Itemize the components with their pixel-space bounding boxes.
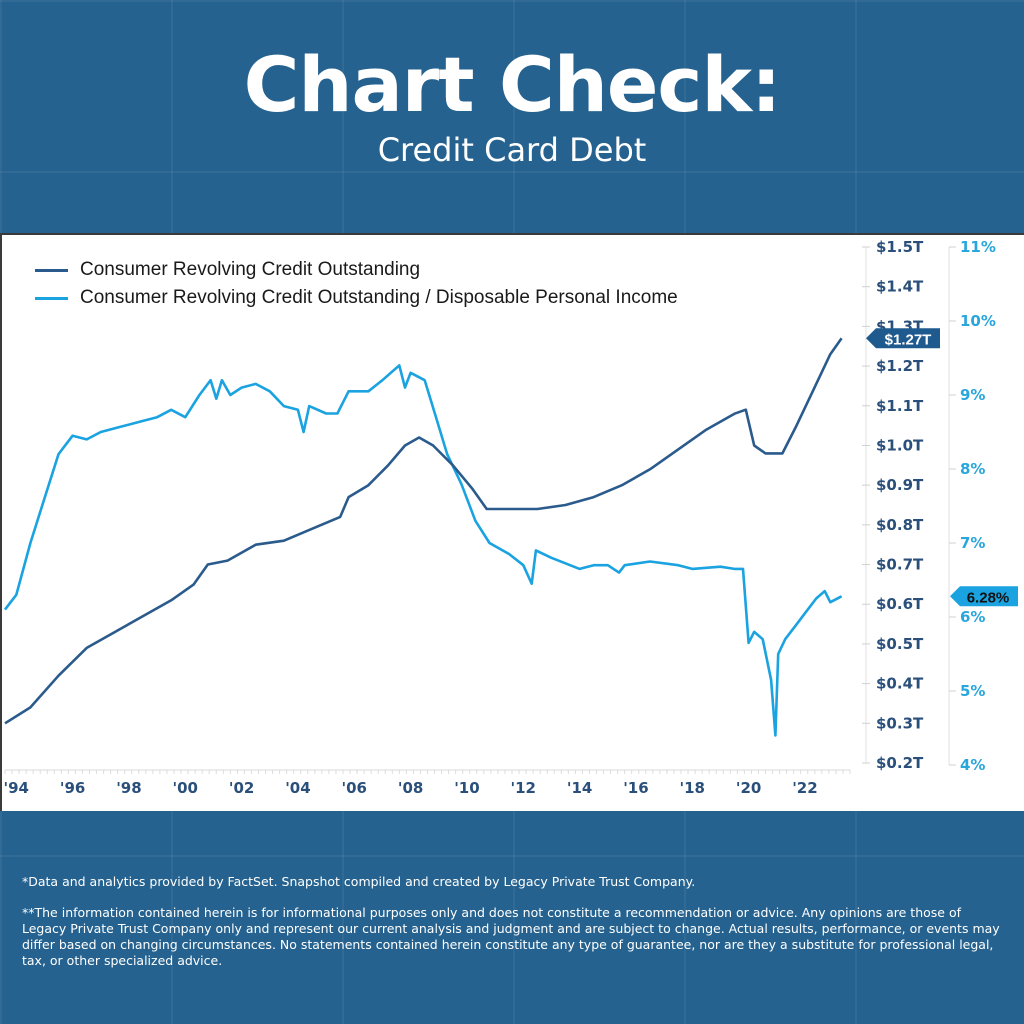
- series-lines: [3, 337, 843, 737]
- right-y-tick-label: 9%: [960, 386, 985, 404]
- right-y-tick-label: 4%: [960, 756, 985, 774]
- legend-item-ratio: Consumer Revolving Credit Outstanding / …: [35, 284, 678, 312]
- x-tick-label: '08: [398, 779, 423, 797]
- right-y-tick-label: 10%: [960, 312, 996, 330]
- right-y-tick-label: 7%: [960, 534, 985, 552]
- x-tick-label: '96: [60, 779, 85, 797]
- chart-panel: [0, 233, 1024, 811]
- series-line-ratio: [3, 364, 843, 737]
- x-tick-label: '00: [173, 779, 198, 797]
- left-y-tick-label: $1.2T: [876, 357, 924, 375]
- x-tick-label: '22: [792, 779, 817, 797]
- x-tick-label: '04: [285, 779, 310, 797]
- page-subtitle: Credit Card Debt: [377, 131, 647, 169]
- right-y-tick-label: 11%: [960, 238, 996, 256]
- left-y-tick-label: $0.9T: [876, 476, 924, 494]
- footnote-disclaimer: **The information contained herein is fo…: [22, 905, 1000, 968]
- chart-legend: Consumer Revolving Credit Outstanding Co…: [35, 256, 678, 312]
- left-y-tick-label: $0.4T: [876, 675, 924, 693]
- footnotes: *Data and analytics provided by FactSet.…: [22, 874, 1007, 969]
- left-y-tick-label: $0.8T: [876, 516, 924, 534]
- x-tick-label: '16: [623, 779, 648, 797]
- x-tick-label: '12: [511, 779, 536, 797]
- x-tick-label: '14: [567, 779, 592, 797]
- legend-swatch-ratio: [35, 296, 68, 300]
- last-value-badge-ratio: [950, 586, 1018, 607]
- x-tick-label: '98: [116, 779, 141, 797]
- legend-label-ratio: Consumer Revolving Credit Outstanding / …: [80, 287, 678, 308]
- axes: '94 '96 '98 '00 '02 '04 '06 '08 '10 '12 '14 '16 '18 '…: [4, 238, 996, 797]
- left-y-tick-label: $0.5T: [876, 635, 924, 653]
- left-y-tick-label: $0.6T: [876, 595, 924, 613]
- right-y-tick-label: 5%: [960, 682, 985, 700]
- legend-item-credit: Consumer Revolving Credit Outstanding: [35, 256, 678, 284]
- right-y-tick-label: 6%: [960, 608, 985, 626]
- left-y-tick-label: $1.0T: [876, 436, 924, 454]
- page-title: Chart Check:: [243, 40, 782, 129]
- x-tick-label: '02: [229, 779, 254, 797]
- left-y-tick-label: $0.3T: [876, 714, 924, 732]
- last-value-label-ratio: 6.28%: [967, 589, 1010, 606]
- x-tick-label: '94: [4, 779, 29, 797]
- left-y-tick-label: $0.2T: [876, 754, 924, 772]
- right-y-tick-label: 8%: [960, 460, 985, 478]
- x-tick-label: '10: [454, 779, 479, 797]
- legend-label-credit: Consumer Revolving Credit Outstanding: [80, 259, 421, 280]
- x-tick-label: '06: [342, 779, 367, 797]
- series-line-credit: [4, 337, 843, 725]
- footnote-data-source: *Data and analytics provided by FactSet.…: [22, 874, 696, 889]
- left-y-tick-label: $0.7T: [876, 556, 924, 574]
- legend-swatch-credit: [35, 268, 68, 272]
- left-y-tick-label: $1.1T: [876, 397, 924, 415]
- last-value-badge-credit: [866, 328, 940, 349]
- left-y-tick-label: $1.5T: [876, 238, 924, 256]
- x-tick-label: '18: [680, 779, 705, 797]
- last-value-label-credit: $1.27T: [885, 331, 932, 348]
- value-labels: $1.27T 6.28%: [866, 328, 1018, 607]
- left-y-tick-label: $1.4T: [876, 278, 924, 296]
- x-tick-label: '20: [736, 779, 761, 797]
